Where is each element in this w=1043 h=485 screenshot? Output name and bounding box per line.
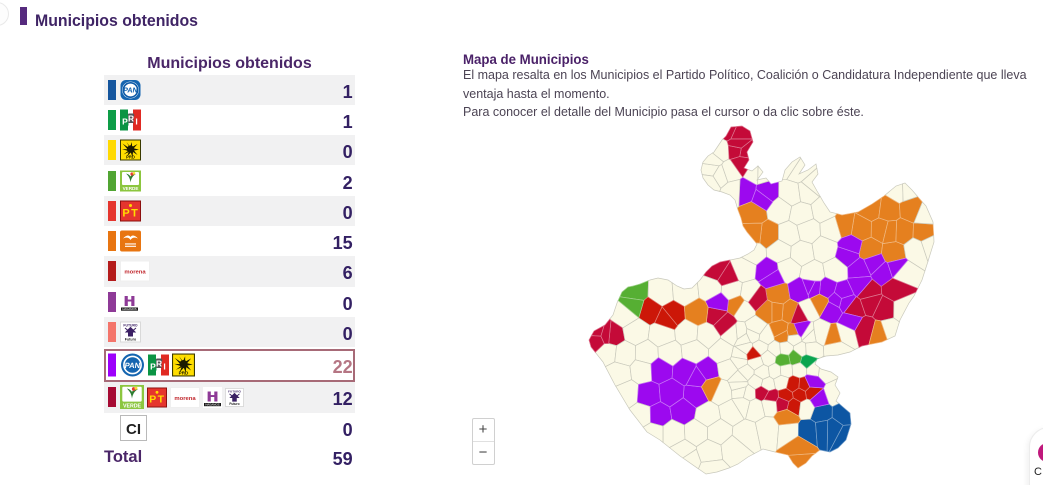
svg-text:I: I	[135, 116, 137, 126]
svg-text:FUTURO: FUTURO	[123, 324, 137, 328]
svg-text:PRD: PRD	[126, 155, 135, 160]
svg-text:morena: morena	[124, 270, 146, 276]
svg-text:PAN: PAN	[123, 85, 139, 94]
svg-text:R: R	[128, 113, 134, 123]
svg-text:VERDE: VERDE	[123, 186, 139, 191]
svg-text:PAN: PAN	[124, 361, 141, 370]
svg-text:R: R	[156, 359, 162, 369]
svg-text:CI: CI	[126, 421, 141, 438]
svg-text:HAGAMOS: HAGAMOS	[122, 307, 136, 311]
svg-text:P: P	[150, 362, 156, 372]
svg-text:Futuro: Futuro	[229, 402, 239, 406]
svg-text:HAGAMOS: HAGAMOS	[205, 402, 219, 406]
svg-text:PRD: PRD	[179, 371, 189, 376]
svg-text:H: H	[207, 388, 218, 405]
svg-text:morena: morena	[174, 396, 196, 402]
svg-text:VERDE: VERDE	[123, 403, 142, 409]
svg-text:T: T	[131, 207, 138, 219]
svg-text:P: P	[149, 394, 156, 405]
svg-text:H: H	[124, 293, 135, 310]
svg-text:I: I	[163, 362, 165, 372]
svg-text:Futuro: Futuro	[125, 337, 137, 341]
svg-text:P: P	[122, 116, 128, 126]
svg-text:T: T	[158, 394, 165, 405]
svg-text:FUTURO: FUTURO	[228, 389, 241, 393]
svg-text:P: P	[122, 207, 129, 219]
